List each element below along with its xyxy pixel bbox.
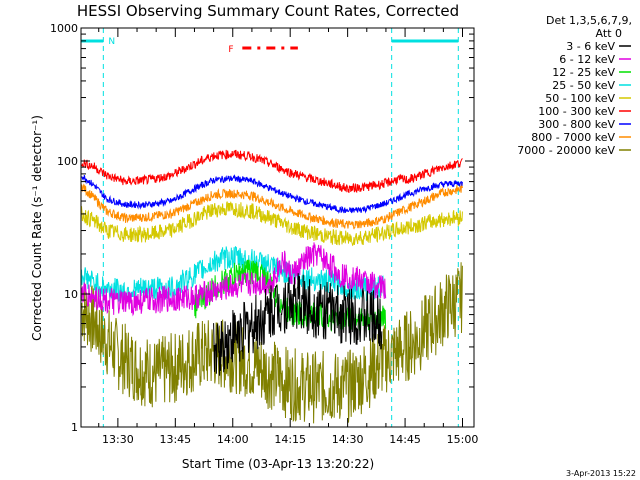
y-tick-label: 10 <box>64 288 78 301</box>
legend-entry-label: 100 - 300 keV <box>538 105 615 118</box>
x-tick-label: 14:15 <box>274 433 306 446</box>
x-tick-label: 15:00 <box>447 433 479 446</box>
legend-entry-label: 3 - 6 keV <box>566 40 615 53</box>
y-axis-label: Corrected Count Rate (s⁻¹ detector⁻¹) <box>30 115 44 341</box>
y-axis: 1 10 100 1000 <box>50 22 474 434</box>
x-tick-label: 13:30 <box>102 433 134 446</box>
y-tick-label: 100 <box>57 155 78 168</box>
chart-title: HESSI Observing Summary Count Rates, Cor… <box>77 2 459 20</box>
series-line <box>81 174 463 214</box>
series-line <box>81 242 387 317</box>
flare-flag-label: F <box>228 45 233 55</box>
series-line <box>81 246 387 302</box>
series-line <box>81 182 463 230</box>
night-flag-label: N <box>108 37 115 47</box>
timestamp: 3-Apr-2013 15:22 <box>566 469 636 478</box>
legend-header-line-2: Att 0 <box>596 27 622 40</box>
legend-entry-label: 6 - 12 keV <box>559 53 615 66</box>
legend-entry-label: 7000 - 20000 keV <box>517 144 615 157</box>
x-tick-label: 13:45 <box>159 433 191 446</box>
plot-frame <box>80 27 475 428</box>
plot-area: NF <box>81 28 463 427</box>
series-line <box>213 273 383 376</box>
y-tick-label: 1 <box>71 421 78 434</box>
series-line <box>81 262 463 424</box>
series-line <box>81 149 463 194</box>
legend-entry-label: 50 - 100 keV <box>545 92 615 105</box>
x-tick-label: 14:30 <box>332 433 364 446</box>
x-tick-label: 14:00 <box>217 433 249 446</box>
y-tick-label: 1000 <box>50 22 78 35</box>
series-line <box>81 201 463 247</box>
x-axis-label: Start Time (03-Apr-13 13:20:22) <box>182 457 374 471</box>
legend-entry-label: 300 - 800 keV <box>538 118 615 131</box>
legend-entry-label: 25 - 50 keV <box>552 79 615 92</box>
x-axis: 13:30 13:45 14:00 14:15 14:30 14:45 15:00 <box>98 28 479 446</box>
legend-header-line-1: Det 1,3,5,6,7,9, <box>546 14 632 27</box>
x-tick-label: 14:45 <box>389 433 421 446</box>
legend-entry-label: 12 - 25 keV <box>552 66 615 79</box>
legend-entry-label: 800 - 7000 keV <box>531 131 615 144</box>
